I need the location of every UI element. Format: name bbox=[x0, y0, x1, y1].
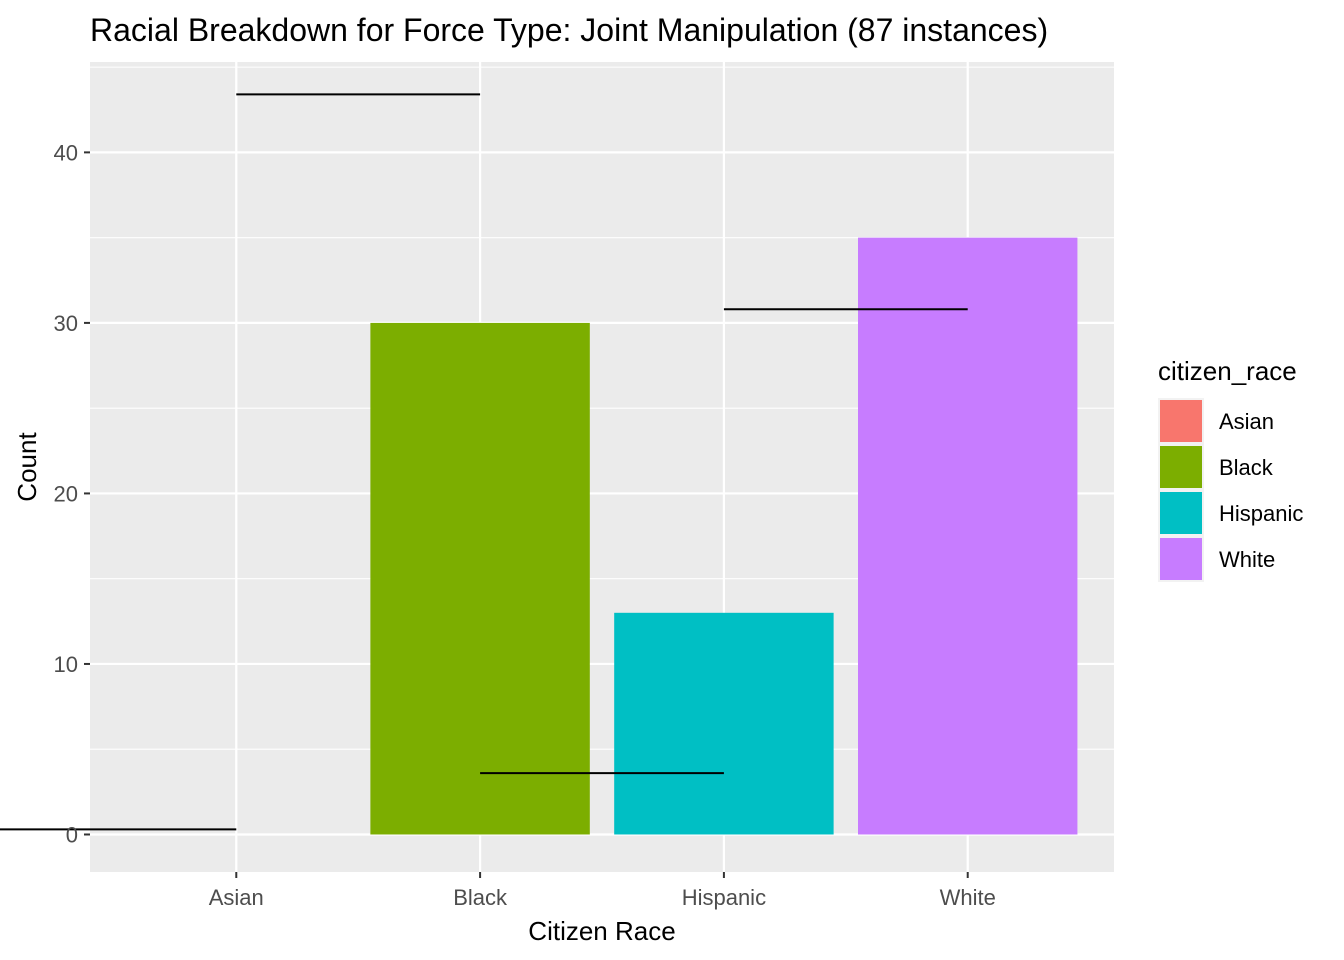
legend-swatch-black bbox=[1160, 446, 1202, 488]
legend-label-asian: Asian bbox=[1219, 409, 1274, 434]
y-axis-title: Count bbox=[12, 432, 42, 502]
legend-swatch-hispanic bbox=[1160, 492, 1202, 534]
legend-title: citizen_race bbox=[1158, 356, 1297, 386]
legend-swatch-white bbox=[1160, 538, 1202, 580]
legend-label-white: White bbox=[1219, 547, 1275, 572]
x-tick-label: White bbox=[940, 885, 996, 910]
chart-title: Racial Breakdown for Force Type: Joint M… bbox=[90, 12, 1048, 48]
bar-hispanic bbox=[614, 612, 834, 835]
y-tick-label: 20 bbox=[54, 481, 78, 506]
x-tick-label: Hispanic bbox=[682, 885, 766, 910]
x-tick-label: Black bbox=[453, 885, 508, 910]
bars bbox=[370, 237, 1078, 835]
legend-swatch-asian bbox=[1160, 400, 1202, 442]
x-tick-label: Asian bbox=[209, 885, 264, 910]
y-tick-label: 0 bbox=[66, 822, 78, 847]
y-axis: 0 10 20 30 40 bbox=[54, 140, 90, 847]
legend-label-black: Black bbox=[1219, 455, 1274, 480]
y-tick-label: 10 bbox=[54, 652, 78, 677]
x-axis-title: Citizen Race bbox=[528, 916, 675, 946]
legend: citizen_race Asian Black Hispanic White bbox=[1158, 356, 1303, 582]
y-tick-label: 30 bbox=[54, 311, 78, 336]
legend-label-hispanic: Hispanic bbox=[1219, 501, 1303, 526]
bar-white bbox=[858, 237, 1078, 835]
reference-lines bbox=[0, 93, 968, 831]
y-tick-label: 40 bbox=[54, 140, 78, 165]
x-axis: Asian Black Hispanic White bbox=[209, 872, 996, 910]
bar-black bbox=[370, 322, 590, 835]
